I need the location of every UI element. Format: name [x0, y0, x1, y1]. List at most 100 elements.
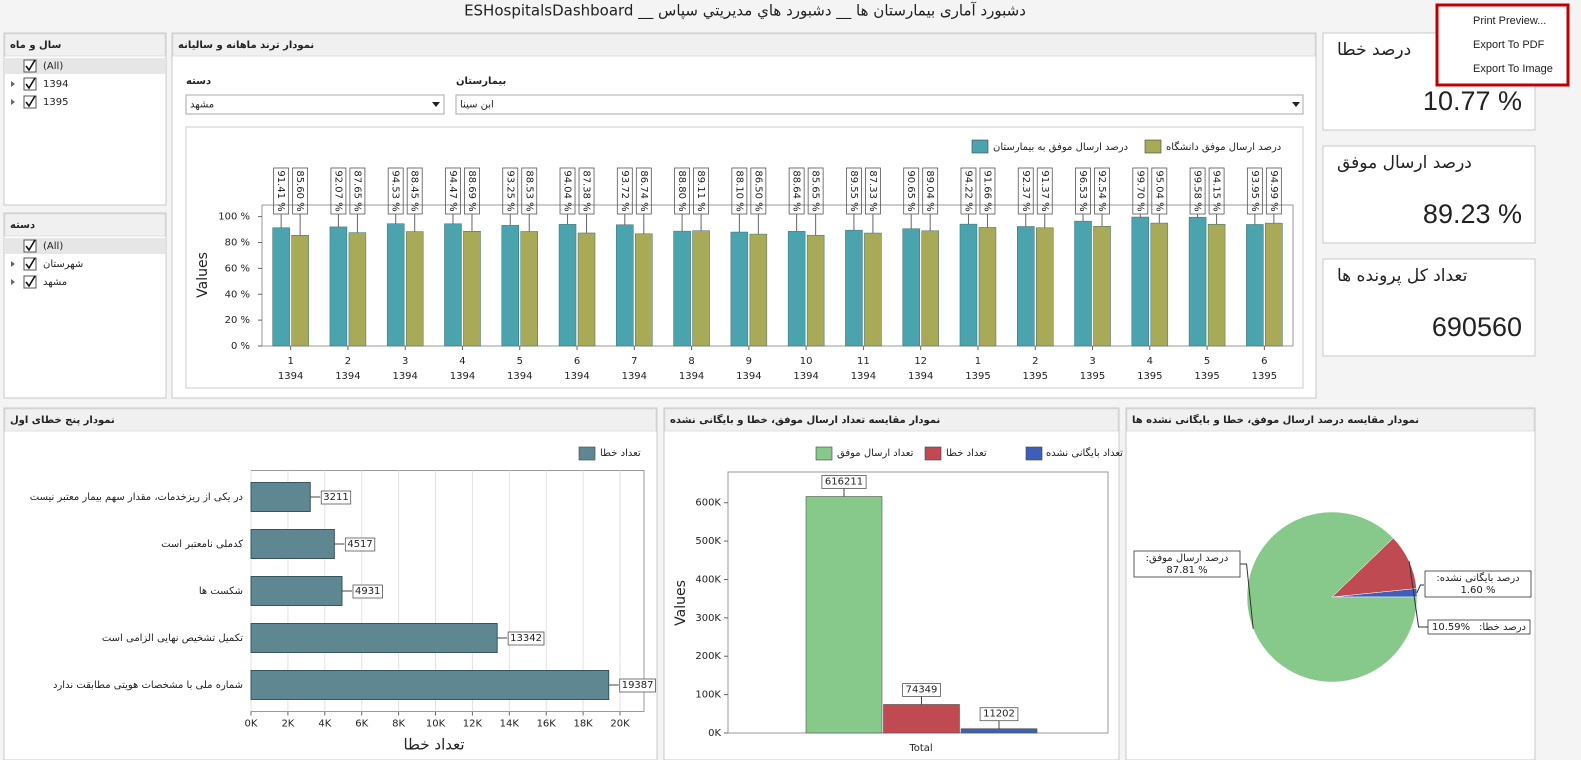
x-tick-label: 1394 [851, 371, 876, 382]
x-tick-label: 2K [281, 719, 294, 730]
value-label: 88.64 % [791, 170, 802, 211]
legend-label: تعداد خطا [600, 448, 641, 459]
expand-arrow[interactable] [11, 99, 15, 105]
value-label-box [674, 167, 690, 215]
value-label-box [750, 167, 767, 215]
filter-item[interactable]: (All) [43, 241, 63, 252]
bar [291, 235, 309, 347]
bar [902, 228, 920, 347]
value-label-box [1246, 167, 1263, 215]
panel-header [664, 408, 1119, 432]
x-tick-label: 16K [537, 719, 557, 730]
x-tick-label: Total [908, 743, 932, 754]
x-tick-label: 7 [631, 356, 637, 367]
value-label-box [406, 167, 423, 215]
value-label: 13342 [510, 633, 542, 644]
filter-item[interactable]: 1395 [43, 97, 68, 108]
bar [250, 482, 311, 512]
y-tick-label: شماره ملی با مشخصات هویتی مطابقت ندارد [53, 680, 243, 691]
pie-value-label: 1.60 % [1461, 585, 1496, 596]
menu-item[interactable]: Export To Image [1473, 63, 1553, 75]
value-label-box [1208, 167, 1225, 215]
filter-item[interactable]: شهرستان [43, 259, 83, 270]
legend-swatch [971, 139, 989, 154]
kpi-value: 690560 [1432, 312, 1522, 342]
value-label: 88.69 % [466, 170, 477, 211]
x-tick-label: 1394 [564, 371, 589, 382]
x-tick-label: 4K [318, 719, 331, 730]
x-tick-label: 20K [610, 719, 630, 730]
bar [864, 232, 882, 347]
menu-item[interactable]: Export To PDF [1473, 39, 1545, 51]
dropdown-value[interactable]: ابن سینا [460, 100, 494, 111]
dropdown-value[interactable]: مشهد [190, 100, 214, 111]
x-tick-label: 2 [1032, 356, 1038, 367]
expand-arrow[interactable] [11, 261, 15, 267]
pie-label-box [1427, 619, 1531, 635]
legend-swatch [815, 446, 833, 461]
panel-title: نمودار مقایسه درصد ارسال موفق، خطا و بای… [1132, 413, 1419, 426]
bar [730, 231, 749, 347]
kpi-title: تعداد کل پرونده ها [1337, 266, 1468, 286]
value-label-box [521, 167, 538, 215]
value-label: 91.66 % [981, 170, 992, 211]
value-label: 74349 [906, 684, 938, 695]
bar [386, 223, 405, 347]
bar [329, 226, 348, 347]
label-leader [1240, 563, 1254, 629]
kpi-title: درصد خطا [1337, 40, 1411, 60]
bar [501, 225, 519, 347]
bar [463, 231, 481, 347]
legend-swatch [1025, 446, 1043, 461]
value-label-box [578, 167, 595, 215]
y-tick-label: 300K [695, 613, 721, 624]
value-label: 99.58 % [1192, 170, 1203, 211]
value-label-box [619, 678, 656, 693]
bar [787, 231, 806, 347]
x-tick-label: 1395 [1252, 371, 1277, 382]
expand-arrow[interactable] [11, 81, 15, 87]
panel-title: دسته [10, 220, 35, 231]
value-label: 88.10 % [733, 170, 744, 211]
x-tick-label: 14K [500, 719, 520, 730]
legend-swatch [1144, 139, 1162, 154]
bar [806, 234, 825, 347]
menu-item[interactable]: Print Preview... [1473, 15, 1546, 27]
value-label: 11202 [983, 709, 1015, 720]
x-tick-label: 1395 [1080, 371, 1105, 382]
x-tick-label: 1394 [908, 371, 933, 382]
x-tick-label: 0K [245, 719, 258, 730]
plot-area [261, 204, 1294, 347]
value-label: 93.72 % [619, 170, 630, 211]
pie-value-label: 10.59% [1432, 622, 1470, 633]
value-label: 99.70 % [1134, 170, 1145, 211]
value-label: 94.53 % [390, 170, 401, 211]
value-label: 94.99 % [1268, 170, 1279, 211]
value-label: 90.65 % [905, 170, 916, 211]
panel-title: سال و ماه [10, 40, 61, 51]
row-highlight [5, 238, 165, 254]
bar [1150, 222, 1169, 347]
dropdown[interactable] [455, 94, 1304, 115]
value-label: 86.50 % [752, 170, 763, 211]
bar [250, 623, 498, 653]
value-label-box [1189, 167, 1206, 215]
x-tick-label: 8 [688, 356, 694, 367]
legend-label: تعداد خطا [946, 448, 987, 459]
y-tick-label: کدملی نامعتبر است [161, 539, 243, 550]
pie-label: درصد خطا: [1479, 622, 1526, 633]
pie-label: درصد ارسال موفق: [1146, 553, 1229, 564]
value-label-box [1075, 167, 1091, 215]
filter-item[interactable]: 1394 [43, 79, 68, 90]
legend-swatch [578, 446, 596, 461]
x-tick-label: 1395 [965, 371, 990, 382]
check-mark [25, 275, 36, 288]
value-label: 93.25 % [504, 170, 515, 211]
filter-item[interactable]: (All) [43, 61, 63, 72]
value-label-box [979, 707, 1019, 722]
value-label-box [330, 167, 347, 215]
value-label: 86.74 % [638, 170, 649, 211]
filter-item[interactable]: مشهد [43, 277, 67, 288]
expand-arrow[interactable] [11, 279, 15, 285]
dropdown[interactable] [185, 94, 445, 115]
